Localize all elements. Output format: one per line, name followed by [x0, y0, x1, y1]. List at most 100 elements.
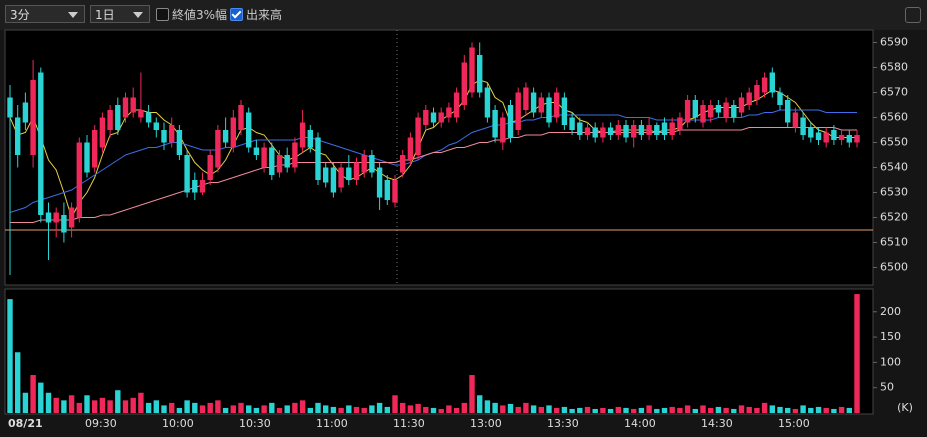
y-tick-label: 6580 — [880, 61, 908, 74]
option-checkbox[interactable]: 出来高 — [230, 8, 282, 22]
checkbox[interactable] — [156, 8, 169, 21]
candle-body — [661, 122, 668, 135]
candle-body — [746, 92, 752, 105]
volume-bar — [338, 407, 344, 413]
candle-body — [392, 180, 398, 203]
volume-bar — [269, 402, 275, 413]
volume-bar — [461, 402, 467, 413]
candle-body — [669, 122, 675, 135]
volume-bar — [353, 406, 360, 413]
volume-bar — [68, 395, 75, 413]
volume-bar — [346, 405, 352, 413]
volume-bar — [145, 402, 152, 413]
candle-body — [68, 207, 75, 228]
volume-bar — [107, 400, 113, 413]
candle-body — [530, 92, 537, 113]
candle-body — [346, 167, 352, 180]
option-checkbox[interactable]: 終値3%幅 — [156, 8, 227, 22]
candle-body — [507, 105, 514, 138]
volume-bar — [92, 400, 98, 413]
volume-bar — [276, 407, 283, 413]
candle-body — [30, 80, 36, 155]
volume-bar — [184, 400, 190, 413]
volume-bar — [115, 390, 121, 413]
interval-select[interactable]: 3分 — [5, 5, 85, 23]
candle-body — [800, 117, 806, 135]
candle-body — [446, 107, 452, 118]
volume-bar — [646, 405, 652, 413]
volume-bar — [84, 395, 90, 413]
volume-bar — [30, 375, 36, 413]
candle-body — [569, 117, 575, 130]
volume-bar — [222, 407, 229, 413]
volume-bar — [169, 402, 175, 413]
volume-bar — [592, 408, 598, 413]
volume-bar — [738, 405, 745, 413]
x-tick-label: 08/21 — [8, 417, 43, 430]
candle-body — [99, 117, 106, 148]
volume-bar — [661, 407, 668, 413]
candle-body — [76, 142, 82, 218]
volume-bar — [238, 402, 244, 413]
price-panel — [4, 29, 874, 286]
volume-bar — [492, 402, 498, 413]
volume-bar — [446, 405, 452, 413]
y-tick-label: 6570 — [880, 86, 908, 99]
y-tick-label: 6560 — [880, 111, 908, 124]
candle-body — [169, 125, 175, 143]
volume-bar — [369, 405, 375, 413]
volume-bar — [761, 402, 768, 413]
volume-bar — [684, 405, 691, 413]
volume-bar — [453, 407, 460, 413]
candle-body — [22, 102, 29, 123]
volume-bar — [477, 395, 483, 413]
moving-average-line — [10, 127, 857, 223]
volume-bar — [400, 402, 406, 413]
volume-bar — [546, 405, 552, 413]
candle-body — [230, 117, 236, 148]
volume-bar — [792, 408, 799, 413]
candle-body — [761, 77, 768, 93]
settings-button[interactable] — [905, 7, 921, 23]
candle-body — [269, 147, 275, 175]
candle-body — [400, 155, 406, 173]
volume-bar — [130, 397, 136, 413]
volume-bar — [138, 392, 144, 413]
candle-body — [461, 62, 467, 105]
candle-body — [292, 142, 298, 168]
period-select[interactable]: 1日 — [90, 5, 150, 23]
candle-body — [684, 100, 691, 123]
y-tick-label: 6520 — [880, 211, 908, 224]
candle-body — [246, 112, 252, 148]
volume-bar — [584, 406, 591, 413]
volume-bar — [261, 405, 267, 413]
candle-body — [584, 127, 591, 135]
checkbox-label: 出来高 — [246, 8, 283, 22]
candle-body — [561, 97, 568, 125]
volume-bar — [530, 405, 537, 413]
volume-bar — [61, 400, 67, 413]
candle-body — [323, 167, 329, 183]
candle-body — [646, 125, 652, 135]
volume-panel — [4, 288, 874, 415]
candle-body — [677, 117, 683, 130]
volume-bar — [292, 402, 298, 413]
candle-body — [846, 135, 852, 143]
volume-bar — [631, 408, 637, 413]
candle-body — [92, 130, 98, 168]
volume-bar — [315, 402, 321, 413]
volume-bar — [731, 408, 737, 413]
candle-body — [261, 147, 267, 168]
volume-bar — [99, 397, 106, 413]
checkbox[interactable] — [230, 8, 243, 21]
candle-body — [785, 100, 791, 123]
candle-body — [723, 102, 729, 118]
candle-body — [107, 110, 113, 130]
candle-body — [469, 47, 475, 93]
candle-body — [592, 127, 598, 138]
y-tick-label: 6550 — [880, 136, 908, 149]
volume-bar — [785, 407, 791, 413]
volume-bar — [577, 407, 583, 413]
x-tick-label: 15:00 — [778, 417, 810, 430]
